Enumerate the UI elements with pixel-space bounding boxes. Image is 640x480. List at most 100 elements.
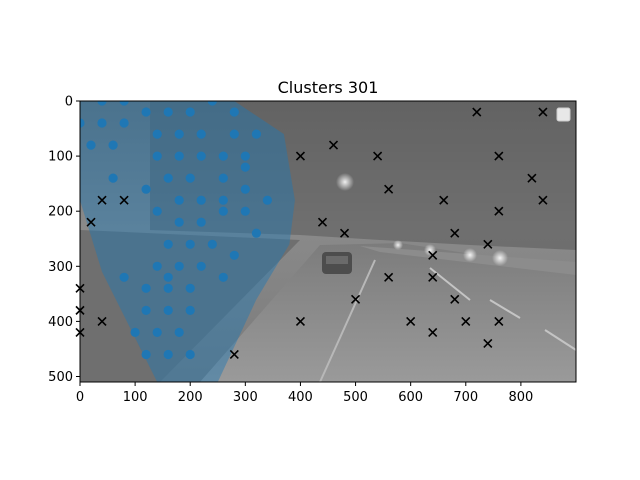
dot-point (108, 140, 118, 150)
cross-point (406, 316, 416, 326)
dot-point (108, 173, 118, 183)
dot-point (163, 107, 173, 117)
dot-point (185, 239, 195, 249)
x-tick-label: 500 (343, 390, 368, 405)
x-tick-label: 600 (398, 390, 423, 405)
y-tick-label: 300 (48, 260, 73, 275)
y-tick-label: 400 (48, 315, 73, 330)
dot-point (196, 129, 206, 139)
dot-point (218, 173, 228, 183)
dot-point (141, 305, 151, 315)
cross-series (75, 107, 548, 360)
dot-point (174, 217, 184, 227)
cross-point (538, 107, 548, 117)
dot-point (152, 327, 162, 337)
cross-point (538, 195, 548, 205)
dot-point (185, 283, 195, 293)
dot-point (196, 261, 206, 271)
dot-point (174, 261, 184, 271)
dot-point (141, 283, 151, 293)
dot-point (262, 195, 272, 205)
cross-point (339, 228, 350, 238)
dot-point (185, 305, 195, 315)
cross-point (494, 206, 504, 216)
dot-point (218, 272, 228, 282)
dot-point (141, 184, 151, 194)
x-tick-label: 700 (453, 390, 478, 405)
cross-point (494, 151, 504, 161)
cross-point (384, 272, 394, 282)
y-tick-label: 0 (65, 95, 73, 110)
cross-point (439, 195, 449, 205)
background-photo (80, 101, 576, 382)
dot-point (207, 101, 217, 106)
cross-point (428, 250, 438, 260)
cross-point (350, 294, 361, 304)
cross-point (373, 151, 383, 161)
cross-point (317, 217, 328, 227)
dot-point (218, 151, 228, 161)
cross-point (119, 195, 129, 205)
dot-point (196, 217, 206, 227)
dot-point (163, 239, 173, 249)
y-tick-label: 200 (48, 205, 73, 220)
cross-point (483, 239, 493, 249)
cross-point (328, 140, 339, 150)
dot-point (251, 228, 261, 238)
x-tick-label: 800 (508, 390, 533, 405)
dot-point (207, 239, 217, 249)
dot-point (174, 129, 184, 139)
dot-point (229, 107, 239, 117)
dot-point (174, 151, 184, 161)
dot-point (163, 173, 173, 183)
cross-point (97, 195, 107, 205)
dot-point (97, 118, 107, 128)
dot-point (185, 173, 195, 183)
cross-point (384, 184, 394, 194)
dot-point (141, 107, 151, 117)
dot-point (185, 107, 195, 117)
dot-point (163, 272, 173, 282)
dot-point (229, 129, 239, 139)
cross-point (527, 173, 537, 183)
dot-point (240, 162, 250, 172)
dot-point (163, 283, 173, 293)
dot-point (152, 206, 162, 216)
cross-point (86, 217, 96, 227)
cross-point (483, 338, 493, 348)
dot-point (229, 250, 239, 260)
legend-box (556, 107, 571, 122)
dot-point (86, 140, 96, 150)
x-tick-label: 100 (123, 390, 148, 405)
x-axis: 0 100 200 300 400 500 600 700 800 (76, 382, 533, 405)
dot-point (97, 101, 107, 106)
y-tick-label: 500 (48, 370, 73, 385)
dot-point (152, 261, 162, 271)
dot-point (196, 195, 206, 205)
dot-point (119, 118, 129, 128)
cross-point (428, 272, 438, 282)
dot-point (119, 101, 129, 106)
y-axis: 0 100 200 300 400 500 (48, 95, 80, 385)
x-tick-label: 400 (288, 390, 313, 405)
dot-point (240, 206, 250, 216)
cross-point (428, 327, 438, 337)
cross-point (229, 349, 239, 360)
dot-point (119, 272, 129, 282)
x-tick-label: 300 (233, 390, 258, 405)
cross-point (450, 228, 460, 238)
x-tick-label: 0 (76, 390, 84, 405)
dot-point (163, 349, 173, 360)
dot-point (218, 195, 228, 205)
dot-point (240, 184, 250, 194)
dot-point (163, 305, 173, 315)
dot-point (130, 327, 140, 337)
cross-point (450, 294, 460, 304)
dot-point (251, 129, 261, 139)
dot-point (141, 349, 151, 360)
cross-point (295, 151, 306, 161)
dot-point (80, 118, 85, 128)
cross-point (494, 316, 504, 326)
dot-point (152, 151, 162, 161)
